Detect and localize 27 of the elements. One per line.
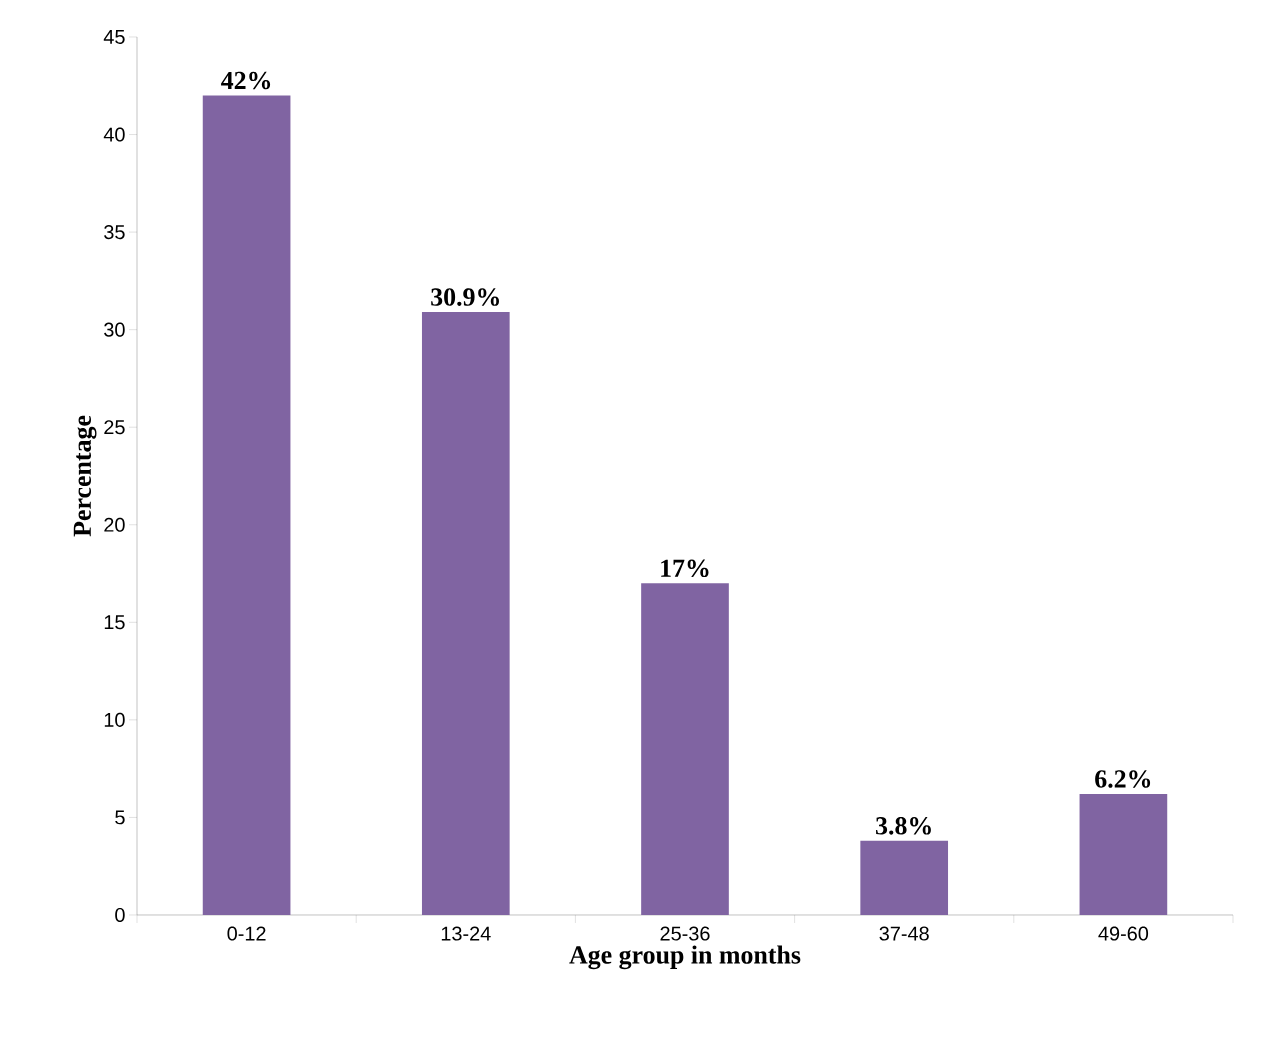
y-axis-title: Percentage	[73, 415, 97, 537]
x-axis-title: Age group in months	[569, 945, 801, 970]
data-label: 30.9%	[431, 288, 499, 306]
y-tick-label: 25	[104, 420, 125, 435]
bar	[641, 583, 729, 915]
x-tick-label: 49-60	[1098, 926, 1149, 941]
x-tick-label: 37-48	[879, 926, 929, 941]
bar	[421, 312, 510, 915]
y-tick-label: 5	[115, 810, 125, 825]
y-tick-label: 10	[104, 712, 125, 727]
y-tick-label: 20	[104, 517, 125, 532]
y-tick-label: 40	[103, 127, 125, 142]
x-tick-label: 13-24	[441, 926, 491, 941]
y-tick-label: 15	[104, 615, 125, 630]
y-tick-label: 30	[104, 322, 125, 337]
x-tick-label: 0-12	[227, 926, 266, 941]
data-label: 6.2%	[1095, 770, 1151, 788]
data-label: 3.8%	[876, 817, 931, 835]
bar	[202, 95, 291, 915]
y-tick-label: 45	[103, 30, 125, 44]
data-label: 17%	[661, 559, 709, 578]
bar	[860, 840, 949, 915]
x-tick-label: 25-36	[660, 926, 710, 941]
y-tick-label: 35	[104, 225, 125, 240]
data-label: 42%	[221, 71, 271, 90]
y-tick-label: 0	[115, 907, 125, 923]
bar	[1079, 794, 1168, 915]
